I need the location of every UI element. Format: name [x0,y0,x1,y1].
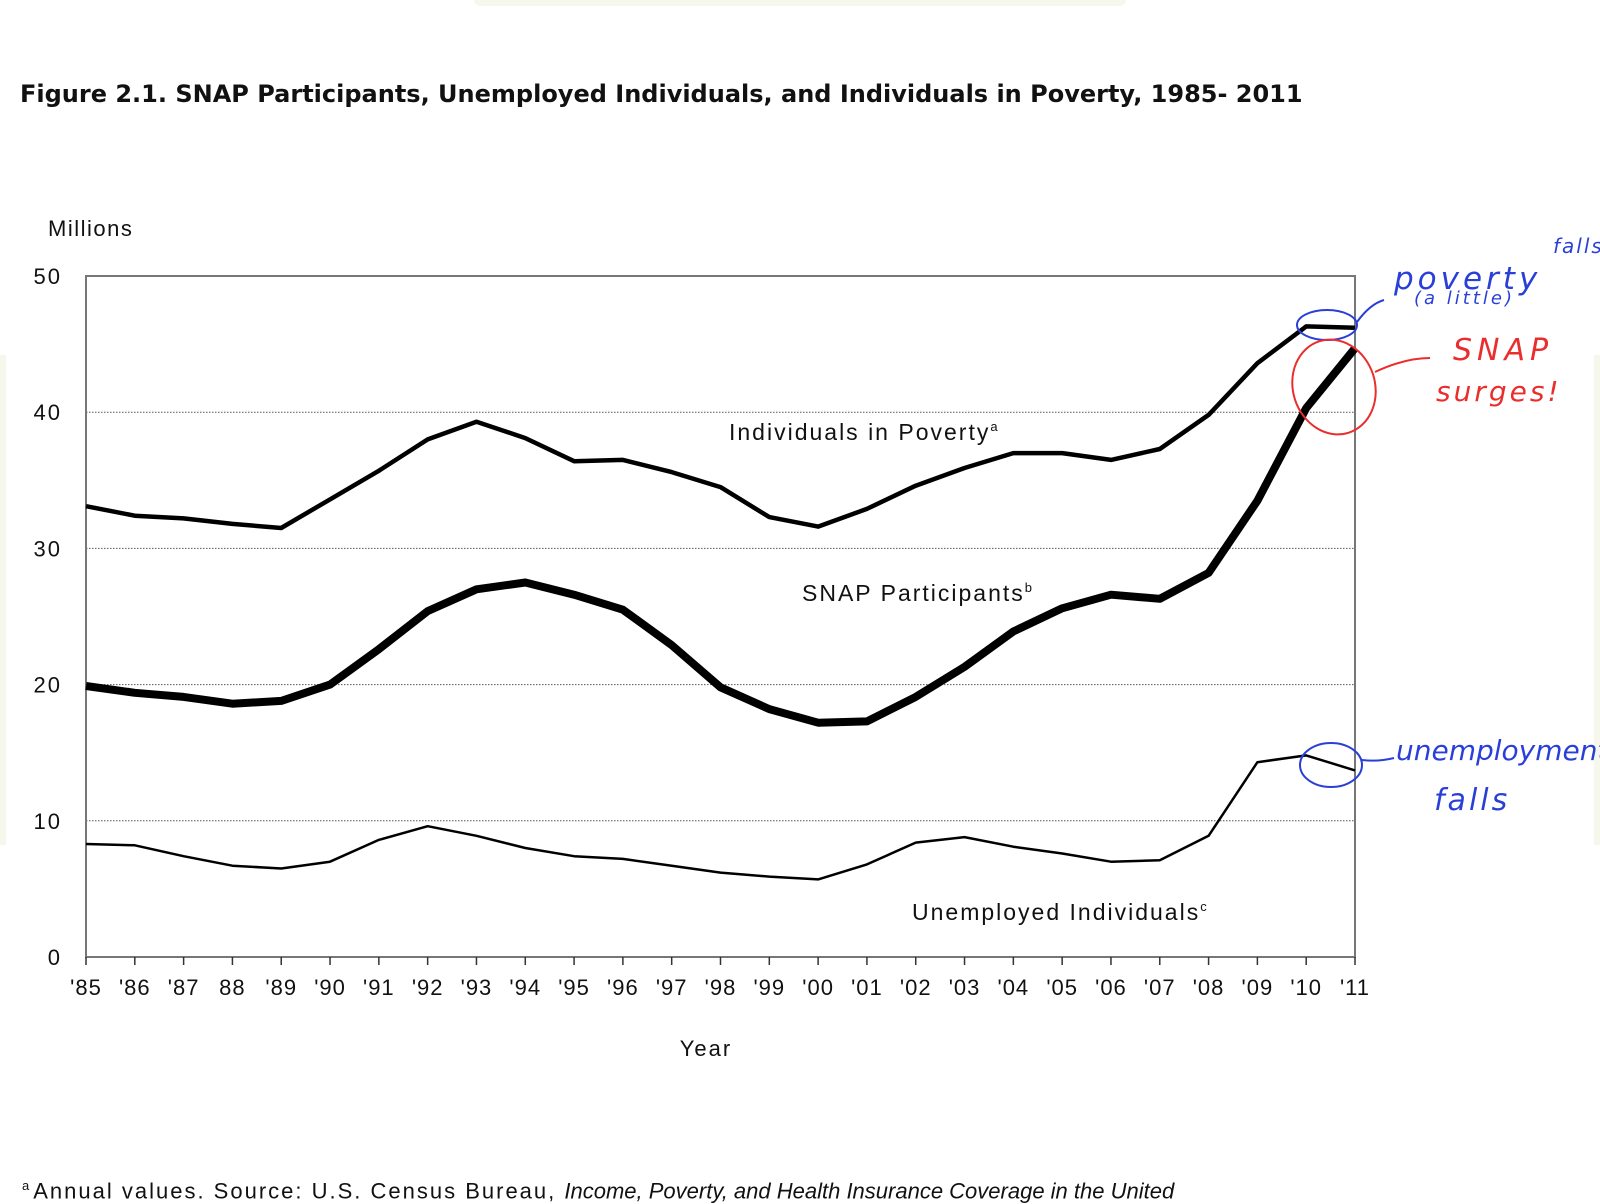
x-tick-label: '93 [461,975,493,1000]
series-label-unemployed-individuals: Unemployed Individualsc [912,899,1209,925]
line-chart: 0 10 20 30 40 50 '85 '86 '87 88 '89 '90 '91 '92 '93 '94… [34,216,1600,1061]
x-tick-label: '11 [1340,975,1370,1000]
x-tick-label: '97 [656,975,688,1000]
annotation-poverty: poverty [1393,261,1541,297]
x-tick-label: '92 [412,975,444,1000]
x-tick-label: '90 [314,975,346,1000]
annotation-unemployment: unemployment [1396,734,1600,767]
x-tick-label: '91 [363,975,395,1000]
y-tick-label: 30 [34,536,62,561]
x-tick-label: '87 [168,975,200,1000]
poverty-connector [1356,299,1385,323]
y-tick-label: 50 [34,264,62,289]
x-tick-label: '86 [119,975,151,1000]
x-tick-label: '89 [265,975,297,1000]
x-tick-label: '96 [607,975,639,1000]
annotation-poverty-note: (a little) [1414,288,1515,309]
annotation-snap: SNAP [1453,333,1553,368]
x-tick-label: '85 [70,975,102,1000]
x-tick-label: '98 [705,975,737,1000]
left-page-edge [0,355,6,845]
x-tick-label: '99 [753,975,785,1000]
footnote: a Annual values. Source: U.S. Census Bure… [22,1178,1174,1204]
unemployment-connector [1361,757,1395,762]
series-line-unemployed-individuals [85,754,1356,881]
plot-frame [85,275,1356,958]
annotation-unemployment-falls: falls [1434,783,1510,818]
series-label-individuals-in-poverty: Individuals in Povertya [729,419,1000,445]
right-page-edge [1594,355,1600,845]
footnote-text: Annual values. Source: U.S. Census Burea… [33,1178,565,1204]
snap-circle [1291,338,1377,436]
x-tick-label: '01 [851,975,883,1000]
x-tick-label: '95 [558,975,590,1000]
x-tick-label: '05 [1046,975,1078,1000]
series-line-snap-participants [85,345,1359,727]
y-tick-label: 0 [48,945,62,970]
annotation-snap-surges: surges! [1436,375,1562,408]
x-tick-label: '94 [509,975,541,1000]
x-tick-label: '02 [900,975,932,1000]
y-axis-label: Millions [48,216,133,241]
unemployment-circle [1299,742,1363,788]
x-tick-label: '09 [1242,975,1274,1000]
annotation-poverty-falls: falls [1553,234,1600,258]
x-axis-label: Year [680,1036,732,1061]
snap-connector [1374,357,1431,373]
x-tick-label: '10 [1290,975,1322,1000]
x-tick-label: '06 [1095,975,1127,1000]
y-tick-label: 10 [34,809,62,834]
footnote-marker: a [22,1178,30,1193]
x-tick-label: '03 [949,975,981,1000]
footnote-italic: Income, Poverty, and Health Insurance Co… [564,1178,1175,1204]
series-line-individuals-in-poverty [85,324,1356,531]
x-tick-label: '08 [1193,975,1225,1000]
x-tick-label: '07 [1144,975,1176,1000]
x-tick-label: '04 [998,975,1030,1000]
figure-title: Figure 2.1. SNAP Participants, Unemploye… [20,80,1303,108]
y-tick-label: 40 [34,400,62,425]
x-tick-label: 88 [219,975,245,1000]
y-tick-label: 20 [34,673,62,698]
series-label-snap-participants: SNAP Participantsb [802,580,1034,606]
top-tab-strip [474,0,1126,6]
x-tick-label: '00 [802,975,834,1000]
